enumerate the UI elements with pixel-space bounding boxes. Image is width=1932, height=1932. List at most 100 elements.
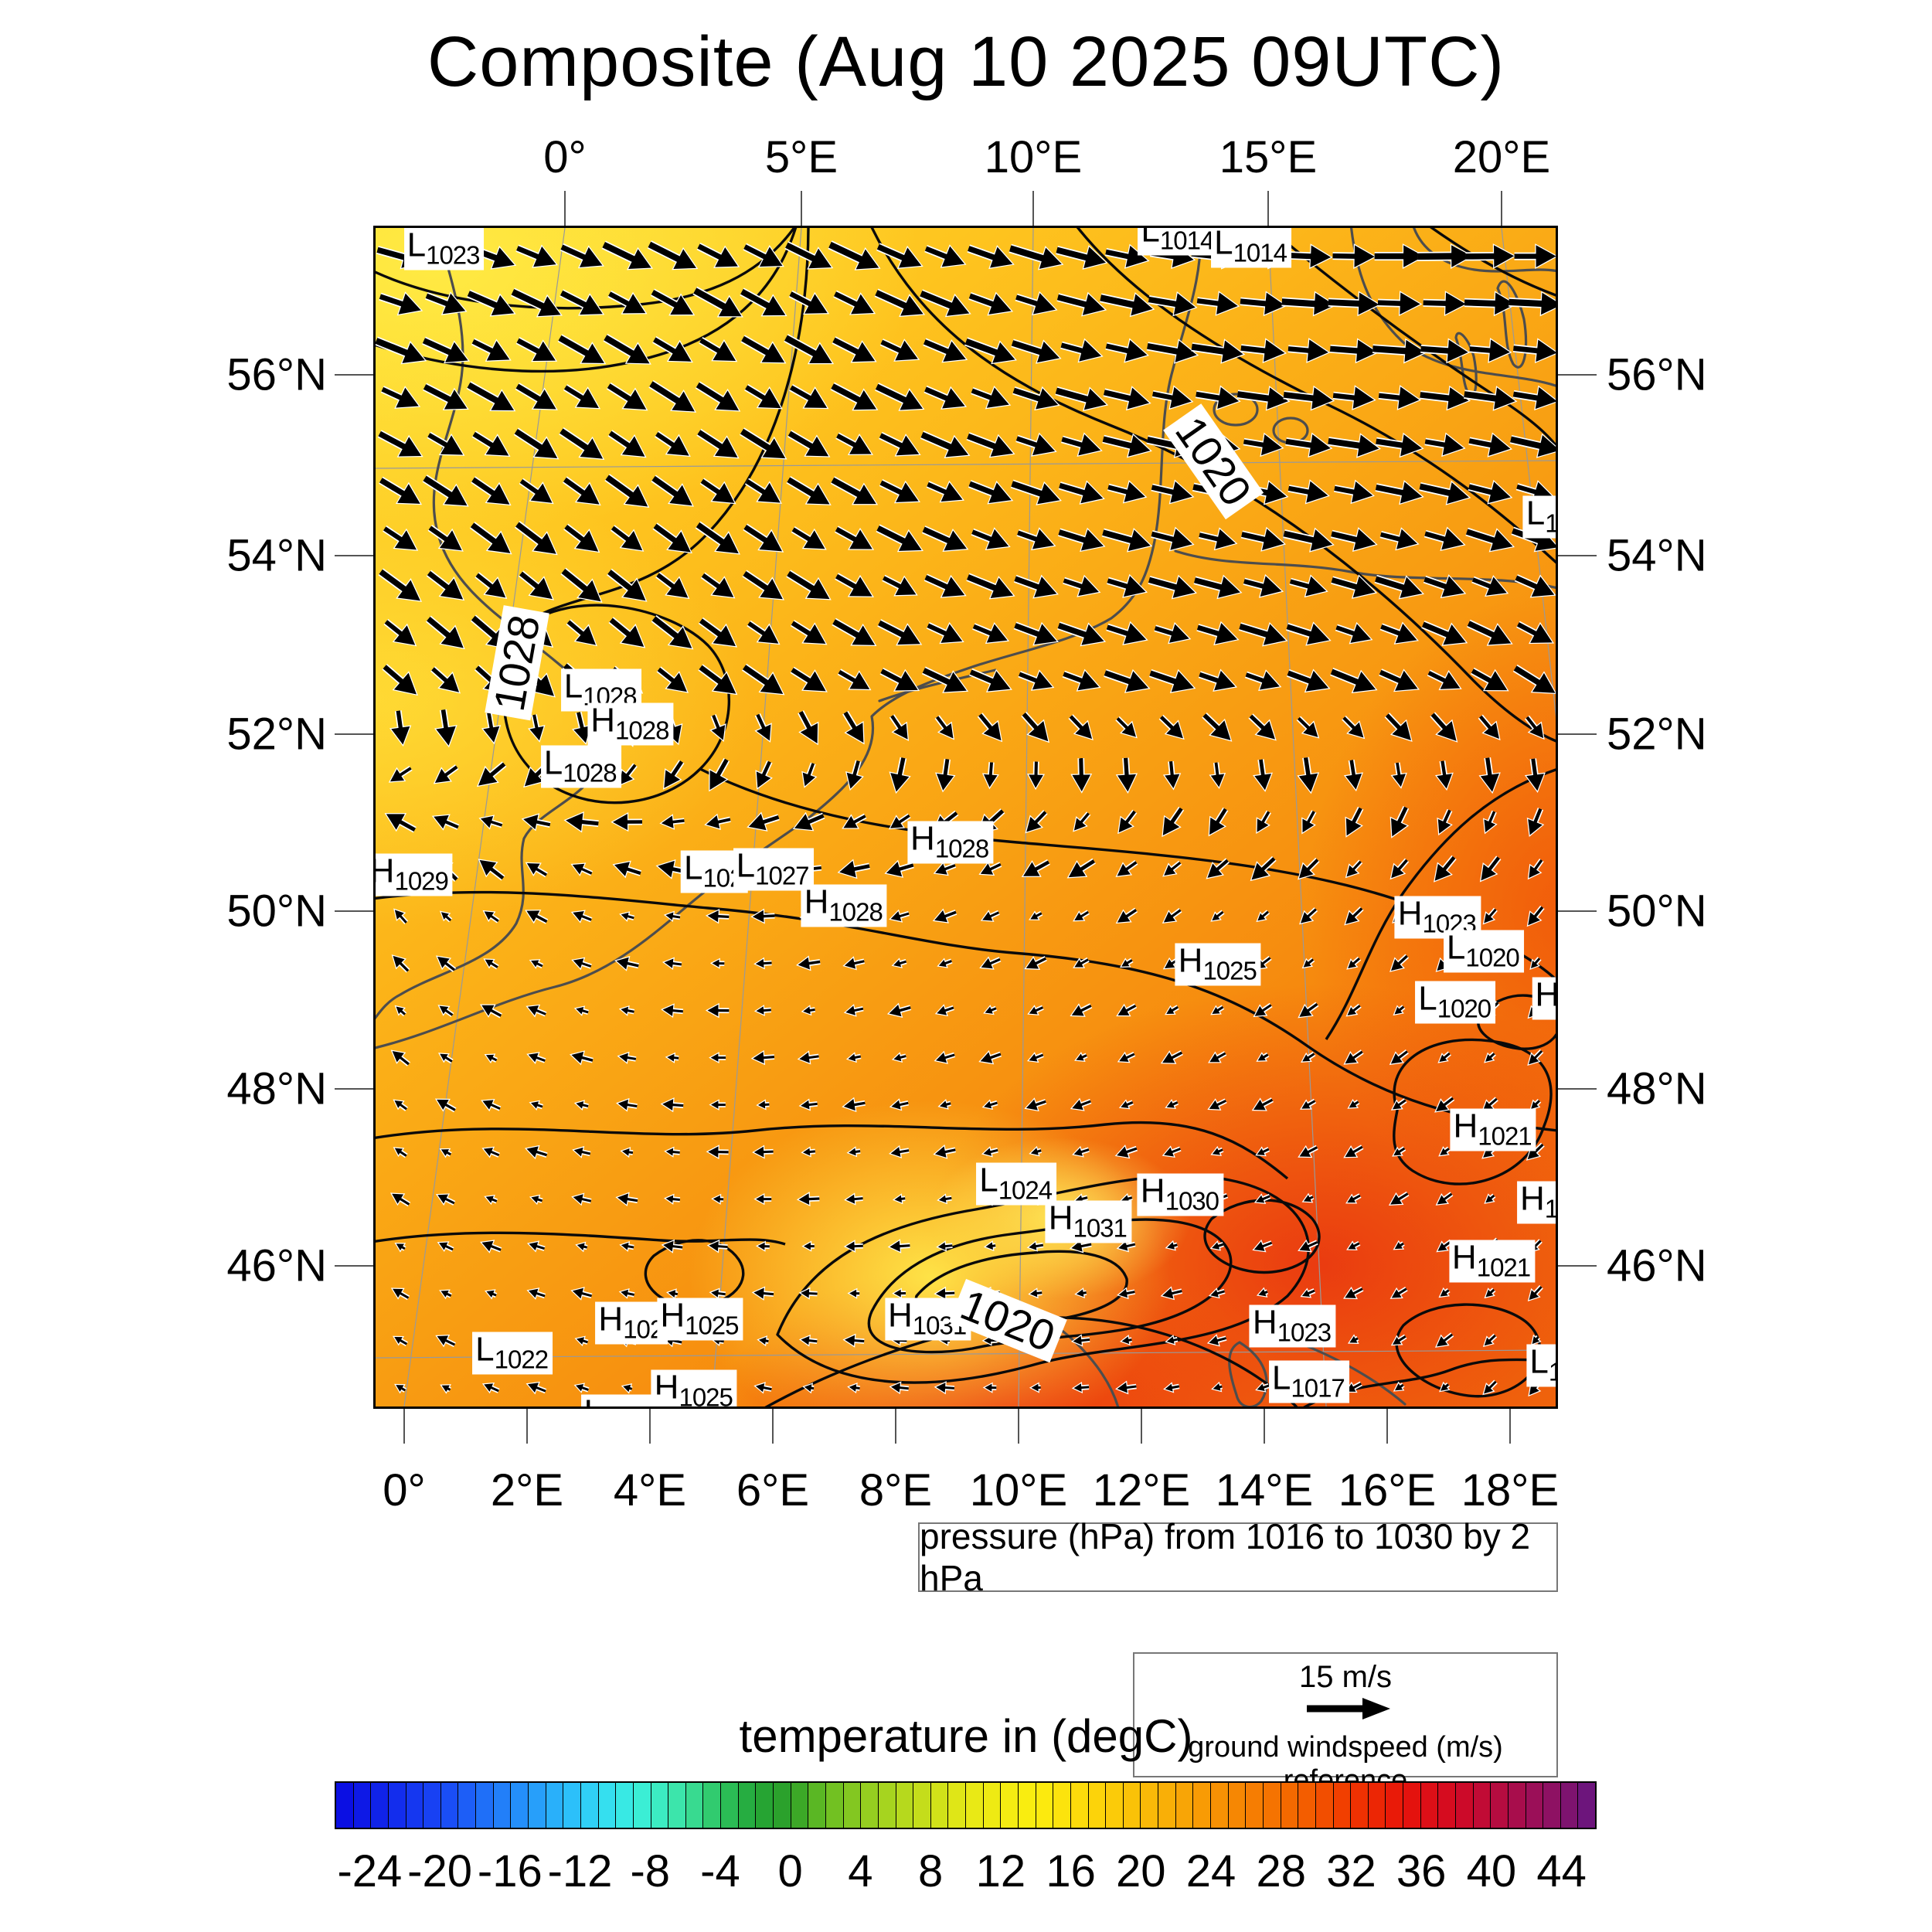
pressure-letter: L (563, 667, 583, 706)
colorbar-cell (458, 1783, 477, 1828)
pressure-center-label: L1022 (472, 1332, 553, 1375)
pressure-center-label: H1028 (801, 884, 887, 927)
wind-reference-speed: 15 m/s (1298, 1660, 1393, 1694)
pressure-labels-layer: L1023L1014L101410281020L10L1028H1028L102… (376, 228, 1556, 1406)
pressure-letter: H (1451, 1238, 1477, 1277)
pressure-value: 1022 (494, 1345, 549, 1374)
pressure-center-label: H1021 (1448, 1238, 1536, 1283)
axis-tick (1509, 1406, 1511, 1444)
pressure-center-label: L1020 (1443, 928, 1524, 973)
lat-label-left: 56°N (226, 349, 327, 400)
pressure-center-label: L10 (1522, 494, 1558, 539)
colorbar-tick-label: 44 (1536, 1846, 1587, 1896)
lon-label-bottom: 18°E (1461, 1465, 1560, 1515)
colorbar-tick-label: -8 (630, 1846, 671, 1896)
axis-tick (772, 1406, 774, 1444)
lat-label-right: 50°N (1607, 886, 1707, 937)
pressure-letter: H (1140, 1172, 1165, 1209)
colorbar-cell (1193, 1783, 1212, 1828)
colorbar-cell (1106, 1783, 1124, 1828)
axis-tick (1264, 1406, 1265, 1444)
colorbar-cell (843, 1783, 862, 1828)
colorbar-tick-label: 32 (1326, 1846, 1376, 1896)
lon-label-bottom: 12°E (1092, 1465, 1191, 1515)
pressure-center-label: L10 (1526, 1344, 1556, 1387)
pressure-center-label: L1014 (1211, 228, 1291, 268)
colorbar-cell (529, 1783, 546, 1828)
pressure-letter: H (1453, 1107, 1478, 1145)
pressure-letter: L (1271, 1359, 1291, 1397)
colorbar-cell (1560, 1783, 1579, 1828)
pressure-value: 10 (1545, 509, 1558, 538)
axis-tick (1032, 191, 1034, 228)
colorbar-cell (685, 1783, 704, 1828)
colorbar-tick-label: 4 (848, 1846, 873, 1896)
colorbar-cell (1368, 1783, 1386, 1828)
colorbar-cell (896, 1783, 914, 1828)
colorbar-cell (388, 1783, 406, 1828)
pressure-center-label: L1027 (733, 848, 814, 891)
pressure-letter: L (1526, 494, 1546, 532)
page-title: Composite (Aug 10 2025 09UTC) (427, 22, 1505, 101)
axis-tick (649, 1406, 651, 1444)
colorbar-tick-label: 24 (1185, 1846, 1236, 1896)
lon-label-bottom: 10°E (969, 1465, 1068, 1515)
colorbar (335, 1781, 1597, 1829)
axis-tick (526, 1406, 528, 1444)
lon-label-top: 5°E (764, 132, 838, 182)
pressure-letter: L (543, 743, 563, 782)
colorbar-cell (1018, 1783, 1036, 1828)
pressure-letter: L (1418, 979, 1437, 1018)
pressure-center-label: H1028 (907, 821, 994, 864)
pressure-letter: H (590, 701, 616, 740)
colorbar-cell (1088, 1783, 1107, 1828)
axis-tick (1501, 191, 1502, 228)
colorbar-cell (948, 1783, 967, 1828)
pressure-center-label: L1020 (1415, 979, 1496, 1024)
axis-tick (335, 555, 376, 556)
pressure-value: 1025 (1202, 956, 1257, 985)
pressure-value: 1021 (1476, 1253, 1531, 1282)
pressure-center-label: H1028 (587, 701, 674, 746)
lon-label-bottom: 4°E (613, 1465, 687, 1515)
colorbar-cell (633, 1783, 651, 1828)
pressure-letter: H (888, 1296, 913, 1335)
colorbar-cell (930, 1783, 949, 1828)
colorbar-tick-label: -16 (477, 1846, 543, 1896)
colorbar-cell (616, 1783, 634, 1828)
pressure-letter: H (1520, 1179, 1545, 1218)
pressure-legend-box: pressure (hPa) from 1016 to 1030 by 2 hP… (918, 1516, 1558, 1598)
colorbar-cell (1158, 1783, 1176, 1828)
colorbar-cell (1001, 1783, 1019, 1828)
pressure-value: 1028 (615, 716, 669, 745)
isobar-value-label: 1020 (1163, 403, 1264, 519)
colorbar-cell (423, 1783, 441, 1828)
colorbar-cell (1386, 1783, 1404, 1828)
pressure-value: 10 (1549, 1357, 1556, 1386)
colorbar-cell (861, 1783, 879, 1828)
lat-label-left: 48°N (226, 1063, 327, 1114)
lon-label-top: 0° (543, 132, 587, 182)
pressure-center-label: H102 (1517, 1179, 1556, 1224)
lat-label-left: 54°N (226, 530, 327, 581)
pressure-value: 1031 (1073, 1213, 1127, 1243)
lat-label-left: 52°N (226, 709, 327, 760)
colorbar-cell (1263, 1783, 1281, 1828)
lon-label-top: 15°E (1219, 132, 1318, 182)
pressure-letter: L (1446, 928, 1466, 967)
axis-tick (801, 191, 802, 228)
colorbar-cell (1543, 1783, 1561, 1828)
colorbar-cell (1473, 1783, 1492, 1828)
colorbar-cell (598, 1783, 617, 1828)
axis-tick (564, 191, 566, 228)
wind-reference-arrow-icon (1134, 1695, 1556, 1726)
pressure-value: 1014 (1159, 226, 1214, 255)
pressure-center-label: H1023 (1249, 1304, 1336, 1348)
lon-label-bottom: 2°E (490, 1465, 564, 1515)
colorbar-cell (1141, 1783, 1159, 1828)
lon-label-top: 20°E (1452, 132, 1551, 182)
axis-tick (335, 374, 376, 376)
colorbar-tick-label: -4 (700, 1846, 740, 1896)
colorbar-tick-label: 12 (975, 1846, 1026, 1896)
